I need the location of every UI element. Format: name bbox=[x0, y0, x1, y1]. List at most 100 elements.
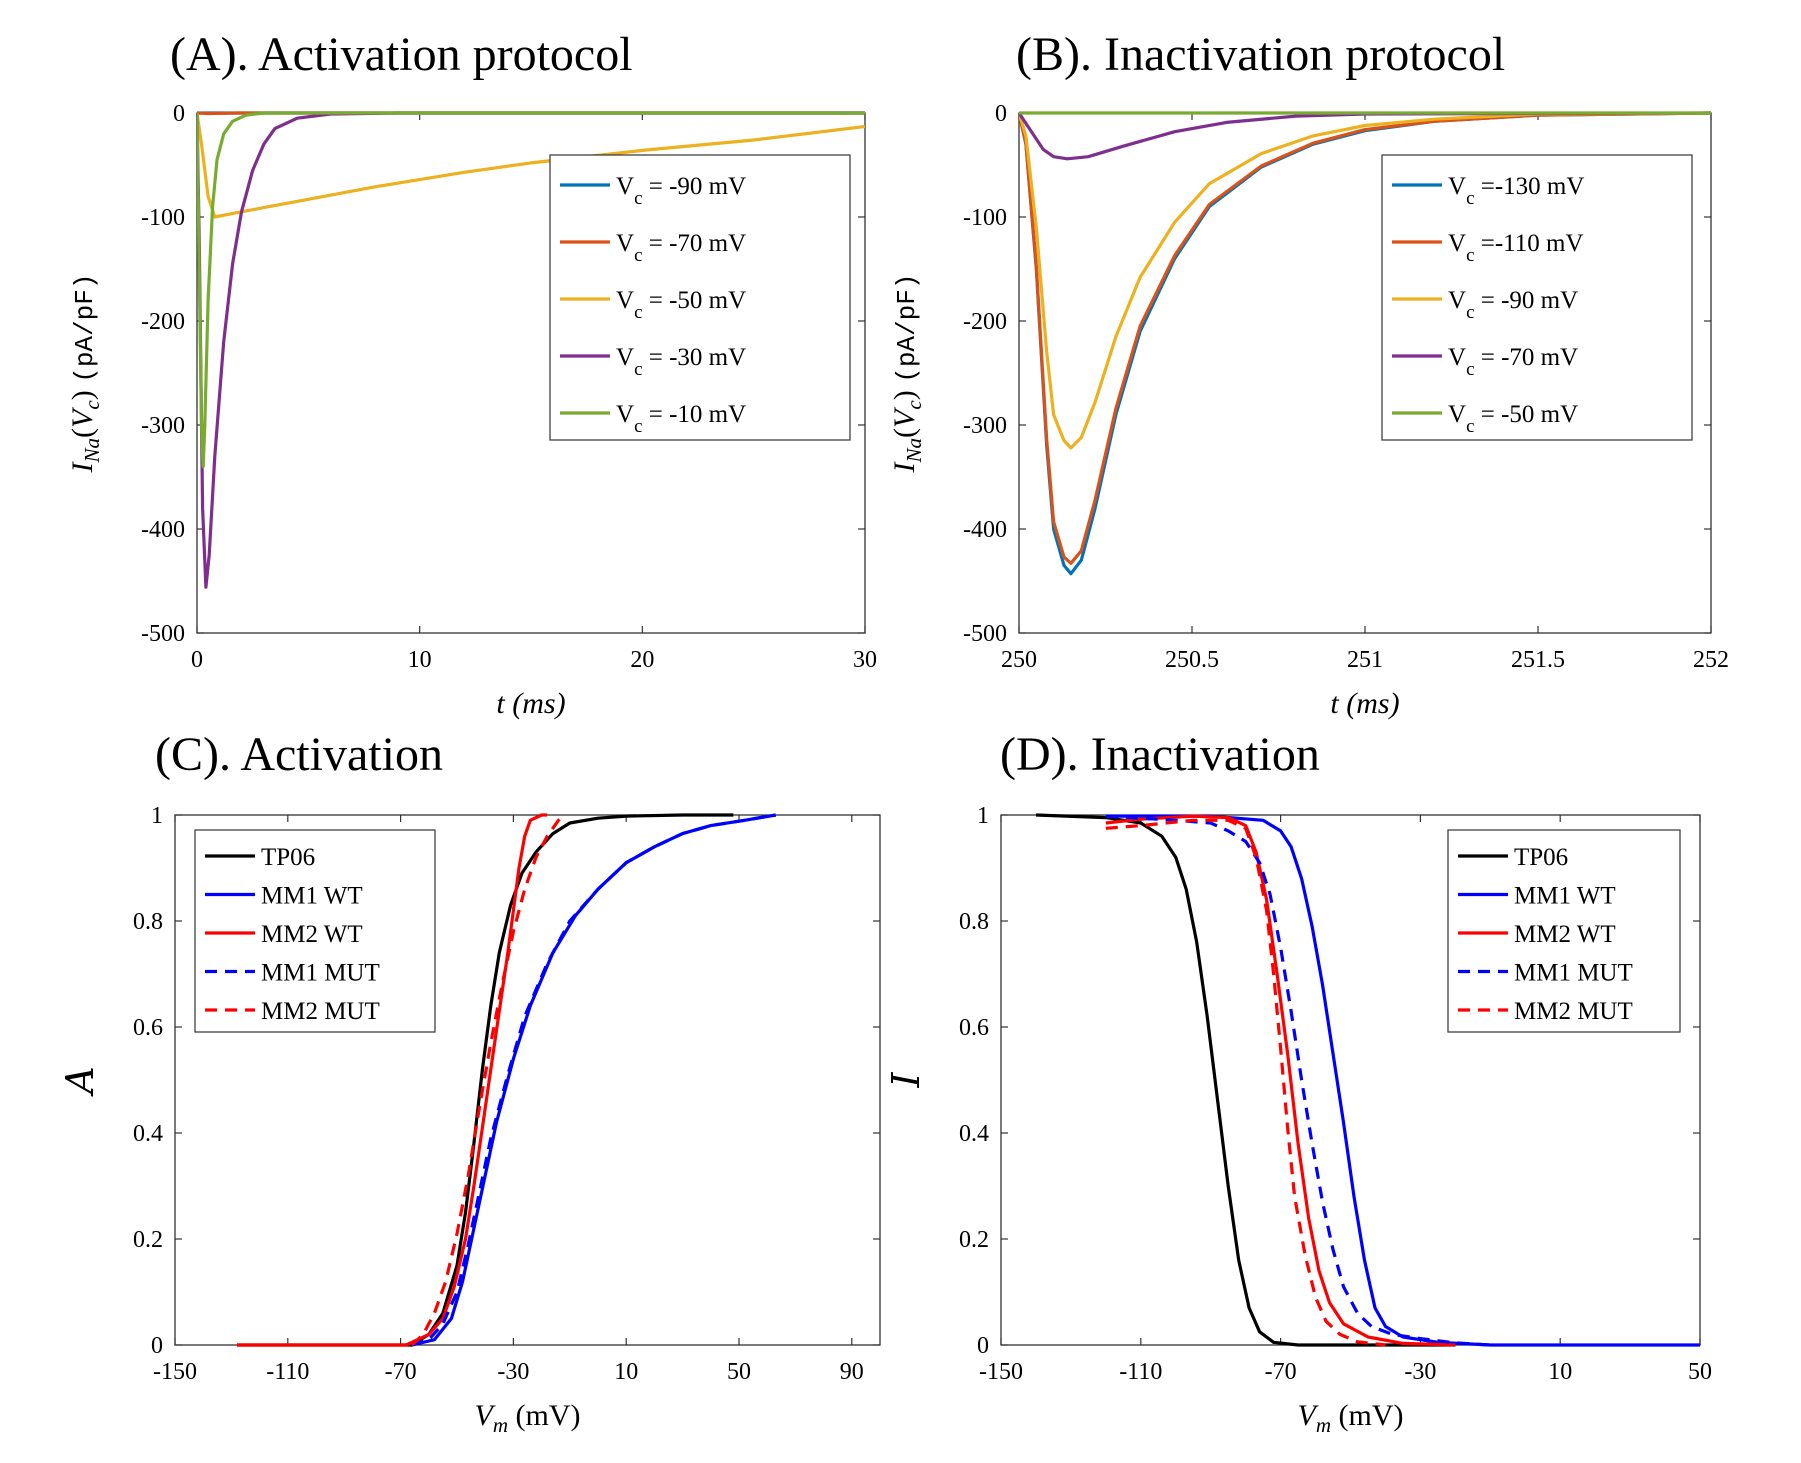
x-tick-label: -70 bbox=[385, 1359, 417, 1385]
y-tick-label: 0 bbox=[173, 101, 185, 127]
y-tick-label: -300 bbox=[963, 413, 1007, 439]
y-tick-label: 0.4 bbox=[959, 1121, 989, 1147]
legend: Vc = -90 mV Vc = -70 mV Vc = -50 mV Vc = -3… bbox=[549, 154, 851, 441]
series-line bbox=[197, 112, 865, 219]
series-line bbox=[410, 813, 566, 1347]
x-tick-label: -30 bbox=[497, 1359, 529, 1385]
legend-label: Vc =-130 mV bbox=[1448, 173, 1584, 209]
series-group bbox=[1035, 813, 1700, 1347]
series-line bbox=[411, 813, 776, 1347]
legend-label: MM2 MUT bbox=[261, 998, 380, 1025]
x-axis-label: t (ms) bbox=[1330, 687, 1399, 720]
x-tick-label: 50 bbox=[1688, 1359, 1712, 1385]
chart-title: (A). Activation protocol bbox=[170, 28, 633, 81]
x-tick-label: 90 bbox=[840, 1359, 864, 1385]
x-tick-label: 250.5 bbox=[1165, 647, 1219, 673]
x-tick-label: 50 bbox=[727, 1359, 751, 1385]
legend-label: Vc = -30 mV bbox=[616, 344, 746, 380]
y-tick-label: 1 bbox=[977, 803, 989, 829]
legend-label: TP06 bbox=[261, 844, 315, 871]
x-tick-label: 10 bbox=[408, 647, 432, 673]
y-axis-label: I bbox=[884, 1072, 928, 1089]
series-line bbox=[1105, 818, 1386, 1347]
legend-label: MM2 MUT bbox=[1514, 998, 1633, 1025]
x-tick-label: 20 bbox=[630, 647, 654, 673]
series-group bbox=[1019, 111, 1711, 576]
x-tick-label: -110 bbox=[1119, 1359, 1162, 1385]
y-tick-label: 0.2 bbox=[133, 1227, 163, 1253]
y-tick-label: 0.6 bbox=[133, 1015, 163, 1041]
panel-b: (B). Inactivation protocol 250 250.5 251 251… bbox=[888, 28, 1729, 720]
y-tick-label: -400 bbox=[141, 517, 185, 543]
panel-c: (C). Activation -150 -110 -70 -30 10 50 90 0 0.2 0… bbox=[58, 728, 881, 1437]
legend-label: Vc = -50 mV bbox=[1448, 401, 1578, 437]
y-tick-label: 0.2 bbox=[959, 1227, 989, 1253]
panel-a: (A). Activation protocol 0 10 20 30 0 -100 -200… bbox=[66, 28, 877, 720]
y-tick-label: 0 bbox=[995, 101, 1007, 127]
legend-label: Vc =-110 mV bbox=[1448, 230, 1584, 266]
y-tick-label: 0.8 bbox=[133, 909, 163, 935]
legend-label: Vc = -90 mV bbox=[616, 173, 746, 209]
y-tick-label: -200 bbox=[963, 309, 1007, 335]
x-tick-label: -150 bbox=[979, 1359, 1023, 1385]
y-tick-label: 0.6 bbox=[959, 1015, 989, 1041]
y-tick-label: 1 bbox=[151, 803, 163, 829]
series-group bbox=[197, 111, 865, 589]
x-tick-label: 250 bbox=[1001, 647, 1037, 673]
x-tick-label: -30 bbox=[1404, 1359, 1436, 1385]
series-line bbox=[1035, 813, 1456, 1347]
y-tick-label: -100 bbox=[141, 205, 185, 231]
chart-title: (C). Activation bbox=[155, 728, 443, 781]
legend-label: TP06 bbox=[1514, 844, 1568, 871]
series-line bbox=[1019, 111, 1711, 565]
x-tick-label: 10 bbox=[1548, 1359, 1572, 1385]
legend: TP06 MM1 WT MM2 WT MM1 MUT MM2 MUT bbox=[1447, 829, 1681, 1033]
series-line bbox=[197, 111, 865, 589]
x-tick-label: 251 bbox=[1347, 647, 1383, 673]
series-line bbox=[1105, 814, 1491, 1347]
y-axis-label: INa(Vc) (pA/pF) bbox=[66, 274, 104, 474]
x-tick-label: -110 bbox=[266, 1359, 309, 1385]
y-axis-label: INa(Vc) (pA/pF) bbox=[888, 274, 926, 474]
series-line bbox=[1019, 111, 1711, 161]
x-tick-label: 0 bbox=[191, 647, 203, 673]
y-tick-label: -500 bbox=[141, 621, 185, 647]
y-axis-label: A bbox=[58, 1066, 102, 1096]
series-line bbox=[237, 813, 734, 1347]
x-tick-label: 251.5 bbox=[1511, 647, 1565, 673]
y-tick-label: 0.8 bbox=[959, 909, 989, 935]
legend-label: Vc = -50 mV bbox=[616, 287, 746, 323]
y-tick-label: -200 bbox=[141, 309, 185, 335]
y-tick-label: 0.4 bbox=[133, 1121, 163, 1147]
series-line bbox=[1105, 814, 1456, 1347]
series-line bbox=[237, 813, 548, 1347]
y-tick-label: -300 bbox=[141, 413, 185, 439]
legend-label: Vc = -70 mV bbox=[1448, 344, 1578, 380]
x-tick-label: 10 bbox=[614, 1359, 638, 1385]
legend-label: MM1 MUT bbox=[261, 960, 380, 987]
x-tick-label: 30 bbox=[853, 647, 877, 673]
series-group bbox=[237, 813, 776, 1347]
legend: TP06 MM1 WT MM2 WT MM1 MUT MM2 MUT bbox=[194, 829, 436, 1033]
legend-label: Vc = -10 mV bbox=[616, 401, 746, 437]
x-tick-label: 252 bbox=[1693, 647, 1729, 673]
axes-frame bbox=[174, 814, 881, 1346]
legend: Vc =-130 mV Vc =-110 mV Vc = -90 mV Vc = -7… bbox=[1381, 154, 1693, 441]
legend-box bbox=[194, 829, 436, 1033]
legend-label: MM1 WT bbox=[1514, 883, 1616, 910]
legend-label: MM2 WT bbox=[1514, 921, 1616, 948]
legend-label: Vc = -90 mV bbox=[1448, 287, 1578, 323]
panel-d: (D). Inactivation -150 -110 -70 -30 10 50 0 0.2 0… bbox=[884, 728, 1712, 1437]
legend-label: Vc = -70 mV bbox=[616, 230, 746, 266]
legend-label: MM1 WT bbox=[261, 883, 363, 910]
series-line bbox=[1019, 111, 1711, 450]
chart-title: (D). Inactivation bbox=[1000, 728, 1320, 781]
legend-label: MM1 MUT bbox=[1514, 960, 1633, 987]
legend-label: MM2 WT bbox=[261, 921, 363, 948]
y-tick-label: 0 bbox=[151, 1333, 163, 1359]
x-tick-label: -150 bbox=[153, 1359, 197, 1385]
y-tick-label: -400 bbox=[963, 517, 1007, 543]
y-tick-label: -500 bbox=[963, 621, 1007, 647]
x-axis-label: Vm (mV) bbox=[475, 1399, 581, 1437]
